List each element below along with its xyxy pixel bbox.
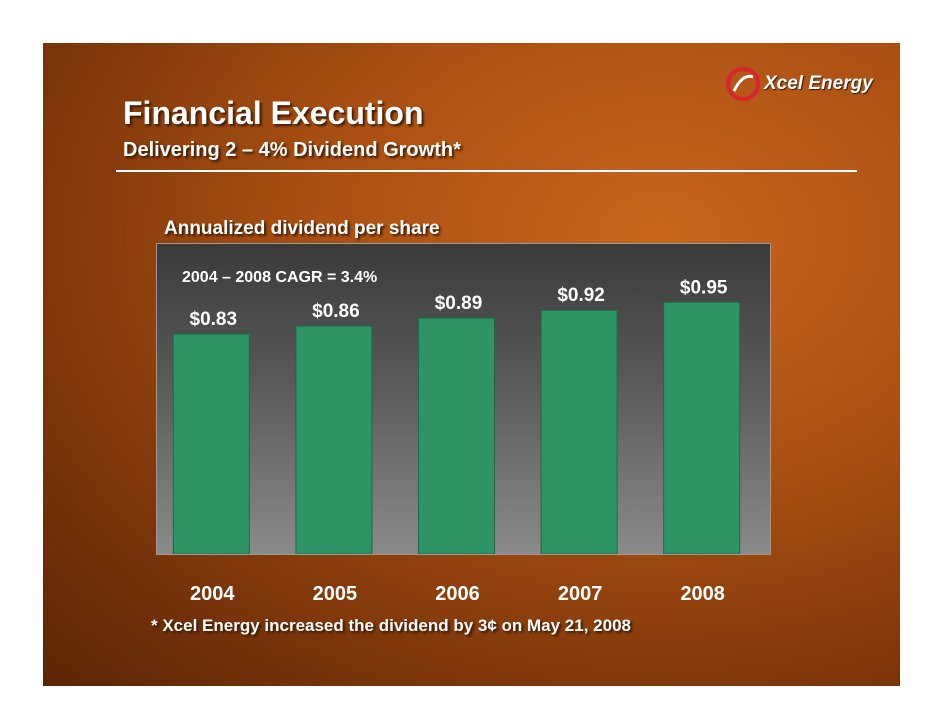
slide-subtitle: Delivering 2 – 4% Dividend Growth* bbox=[123, 139, 461, 161]
bar-2005 bbox=[295, 325, 373, 554]
x-tick-label-2006: 2006 bbox=[435, 583, 480, 605]
bar-2007 bbox=[540, 309, 618, 554]
value-label-2004: $0.83 bbox=[190, 309, 238, 330]
xcel-swirl-icon bbox=[726, 67, 760, 101]
bar-2008 bbox=[663, 301, 741, 554]
footnote: * Xcel Energy increased the dividend by … bbox=[151, 616, 631, 635]
value-label-2005: $0.86 bbox=[312, 301, 360, 322]
xcel-energy-logo: Xcel Energy bbox=[726, 67, 896, 103]
bar-2006 bbox=[418, 317, 495, 554]
bar-2004 bbox=[172, 333, 250, 554]
slide-title: Financial Execution bbox=[123, 95, 424, 131]
x-tick-label-2007: 2007 bbox=[558, 583, 603, 605]
chart-title: Annualized dividend per share bbox=[164, 218, 440, 239]
x-tick-label-2008: 2008 bbox=[680, 583, 725, 605]
logo-text: Xcel Energy bbox=[764, 73, 873, 94]
value-label-2007: $0.92 bbox=[557, 285, 605, 306]
cagr-annotation: 2004 – 2008 CAGR = 3.4% bbox=[182, 269, 377, 286]
title-divider bbox=[116, 170, 857, 172]
value-label-2008: $0.95 bbox=[680, 277, 728, 298]
x-axis-labels: 2004 2005 2006 2007 2008 bbox=[190, 583, 725, 605]
x-tick-label-2004: 2004 bbox=[190, 583, 235, 605]
x-tick-label-2005: 2005 bbox=[313, 583, 358, 605]
chart-plot-area: 2004 – 2008 CAGR = 3.4% $0.83 $0.86 $0.89 $… bbox=[156, 243, 771, 555]
bar-chart: 2004 – 2008 CAGR = 3.4% $0.83 $0.86 $0.89 $… bbox=[172, 269, 741, 554]
slide: Xcel Energy Financial Execution Deliveri… bbox=[43, 43, 900, 686]
value-label-2006: $0.89 bbox=[435, 293, 483, 314]
